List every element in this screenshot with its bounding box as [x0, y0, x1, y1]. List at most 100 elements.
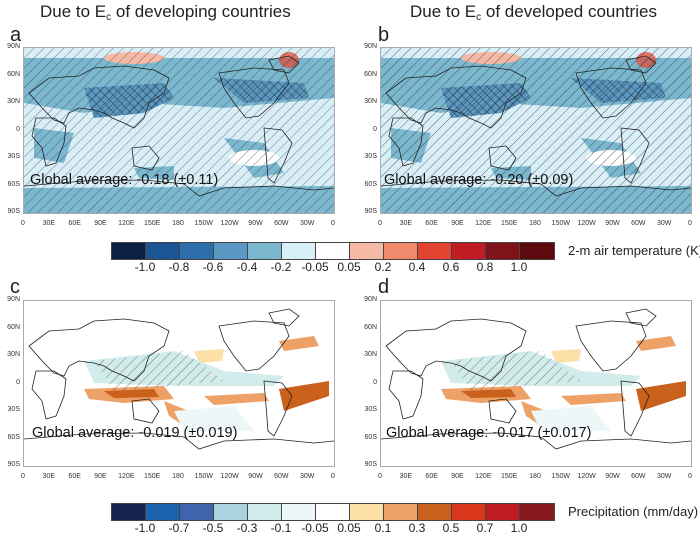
coastline: [24, 432, 334, 450]
lon-tick-label: 120W: [220, 220, 239, 227]
lon-tick-label: 0: [688, 220, 692, 227]
colorbar-swatch: [214, 504, 248, 520]
colorbar-tick-label: 0.8: [476, 260, 494, 274]
lon-tick-label: 60E: [425, 473, 438, 480]
coastline: [24, 179, 334, 197]
lat-tick-label: 30S: [364, 153, 377, 160]
lon-tick-label: 60E: [425, 220, 438, 227]
title-text: Due to E: [40, 2, 107, 21]
panel-letter-a: a: [10, 24, 22, 46]
colorbar-swatch: [282, 504, 316, 520]
colorbar-tick-label: -0.05: [301, 260, 329, 274]
map-canvas: [381, 308, 691, 450]
precipitation-anomaly-region: [279, 336, 319, 351]
global-average-c: Global average: -0.019 (±0.019): [32, 425, 238, 441]
colorbar-tick-label: -0.4: [236, 260, 258, 274]
colorbar-swatch: [282, 243, 316, 259]
coastline: [218, 67, 290, 119]
colorbar-swatch: [452, 243, 486, 259]
lat-tick-label: 90N: [7, 296, 20, 303]
map-panel-c: [23, 300, 335, 467]
lat-tick-label: 0: [373, 125, 377, 133]
lon-tick-label: 90W: [248, 220, 263, 227]
precipitation-anomaly-region: [561, 393, 626, 405]
lon-tick-label: 120W: [577, 220, 596, 227]
map-panel-a: [23, 47, 335, 214]
colorbar-swatch: [384, 504, 418, 520]
colorbar-temperature: [111, 242, 555, 260]
lon-tick-label: 150E: [143, 220, 161, 227]
lat-tick-label: 60S: [7, 180, 20, 188]
coastline: [268, 55, 300, 74]
colorbar-swatch: [418, 504, 452, 520]
panel-letter-b: b: [378, 24, 390, 46]
colorbar-swatch: [520, 504, 554, 520]
coastline: [625, 308, 657, 327]
lon-tick-label: 120E: [475, 473, 492, 480]
colorbar-tick-label: 1.0: [510, 260, 528, 274]
lon-tick-label: 0: [21, 220, 25, 227]
coastline: [31, 370, 67, 420]
colorbar-tick-label: 1.0: [510, 521, 528, 535]
colorbar-swatch: [180, 504, 214, 520]
lat-tick-label: 30N: [364, 98, 377, 105]
coastline: [488, 398, 517, 424]
map-canvas: [24, 308, 334, 450]
lat-tick-label: 90S: [7, 208, 20, 215]
colorbar-tick-label: 0.4: [408, 260, 426, 274]
significance-hatching: [451, 351, 581, 391]
lat-tick-label: 90S: [7, 461, 20, 468]
coastline: [218, 320, 290, 372]
precipitation-anomaly-region: [636, 336, 676, 351]
lon-tick-label: 30W: [656, 220, 672, 227]
lon-tick-label: 60E: [68, 473, 81, 480]
colorbar-swatch: [180, 243, 214, 259]
coastline: [268, 308, 300, 327]
lon-tick-label: 90W: [605, 220, 620, 227]
precipitation-anomaly-region: [104, 389, 159, 398]
lon-tick-label: 150W: [194, 220, 213, 227]
colorbar-tick-label: -0.2: [270, 260, 292, 274]
panel-letter-c: c: [10, 276, 20, 298]
lon-tick-label: 120W: [220, 473, 239, 480]
lat-tick-label: 30N: [7, 351, 20, 358]
lon-tick-label: 30E: [42, 220, 56, 227]
lon-tick-label: 120W: [577, 473, 596, 480]
lon-tick-label: 0: [688, 473, 692, 480]
title-text: of developing countries: [111, 2, 291, 21]
coastline: [385, 65, 527, 129]
coastline: [388, 117, 424, 167]
colorbar-swatch: [486, 504, 520, 520]
lon-tick-label: 90W: [248, 473, 263, 480]
lon-tick-label: 60E: [68, 220, 81, 227]
lon-tick-label: 180: [529, 473, 541, 480]
colorbar-tick-label: -1.0: [134, 260, 156, 274]
precipitation-anomaly-region: [551, 349, 581, 363]
precipitation-anomaly-region: [461, 389, 516, 398]
lat-tick-label: 30S: [364, 406, 377, 413]
lon-tick-label: 30W: [299, 220, 315, 227]
colorbar-swatch: [350, 504, 384, 520]
colorbar-swatch: [112, 243, 146, 259]
coastline: [488, 145, 517, 171]
lon-tick-label: 150E: [500, 220, 518, 227]
colorbar-swatch: [248, 504, 282, 520]
coastline: [31, 117, 67, 167]
lat-tick-label: 90N: [364, 296, 377, 303]
coastline: [575, 67, 647, 119]
lon-tick-label: 120E: [475, 220, 492, 227]
colorbar-tick-label: 0.6: [442, 260, 460, 274]
global-average-d: Global average: -0.017 (±0.017): [386, 425, 592, 441]
lon-tick-label: 90E: [94, 220, 107, 227]
precipitation-anomaly-region: [279, 381, 329, 411]
coastline: [385, 318, 527, 382]
colorbar-swatch: [248, 243, 282, 259]
lat-tick-label: 60N: [7, 323, 20, 331]
lon-tick-label: 60W: [274, 473, 289, 480]
lon-tick-label: 150W: [551, 473, 570, 480]
lat-tick-label: 0: [16, 125, 20, 133]
colorbar-swatch: [418, 243, 452, 259]
lon-tick-label: 150E: [500, 473, 518, 480]
colorbar-tick-label: -0.6: [202, 260, 224, 274]
lat-tick-label: 90N: [7, 43, 20, 50]
